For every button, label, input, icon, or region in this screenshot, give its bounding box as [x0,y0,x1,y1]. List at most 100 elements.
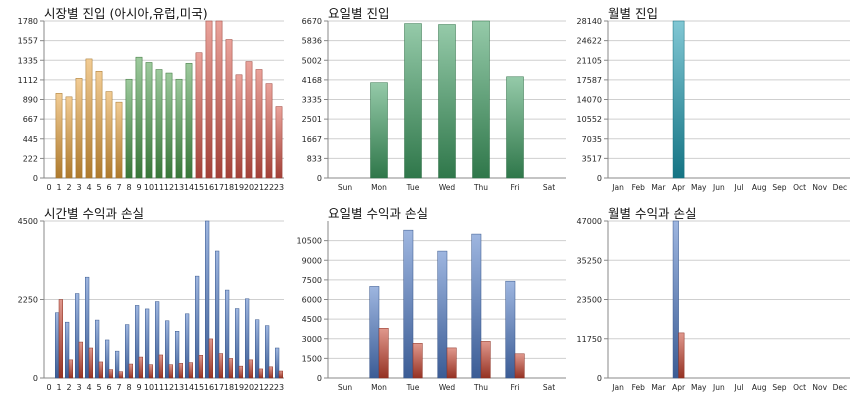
chart-plot: 0 11750 23500 35250 47000 Jan Feb Mar Apr May Jun J… [577,217,850,392]
bar [118,371,123,379]
chart-plot: 0 3517 7035 10552 14070 17587 21105 24622 28140 J… [577,17,850,192]
y-tick-label: 667 [23,115,38,124]
y-tick-label: 24622 [577,37,602,46]
x-tick-label: 17 [214,383,224,392]
bar [185,63,193,179]
bar [55,93,63,179]
x-tick-label: 21 [254,183,264,192]
x-tick-label: 12 [164,183,174,192]
x-tick-label: 22 [264,183,274,192]
x-tick-label: 7 [116,383,121,392]
y-tick-label: 0 [597,174,602,183]
x-tick-label: 12 [164,383,174,392]
chart-monthly-pnl: 월별 수익과 손실 0 11750 23500 35250 47000 Jan Feb Mar… [572,203,856,395]
bar [403,229,414,379]
bar [148,364,153,379]
bar [65,321,70,379]
y-tick-label: 6670 [302,17,322,26]
bar [135,56,143,179]
bar [208,338,213,379]
x-tick-label: 20 [244,183,254,192]
x-tick-label: 1 [56,183,61,192]
chart-title: 요일별 수익과 손실 [328,206,428,221]
x-tick-label: 16 [204,383,214,392]
x-tick-label: Jun [712,183,725,192]
bar [105,339,110,379]
x-tick-label: May [691,383,707,392]
x-tick-label: Sat [543,383,555,392]
bar [514,353,525,379]
x-tick-label: Dec [833,183,848,192]
x-tick-label: 9 [136,183,141,192]
bar [506,76,524,179]
y-tick-label: 23500 [577,296,602,305]
x-tick-label: 13 [174,183,184,192]
bar [195,52,203,179]
bar [125,78,133,179]
y-tick-label: 1112 [18,76,38,85]
x-tick-label: 22 [264,383,274,392]
x-tick-label: 5 [96,183,101,192]
bar [195,275,200,379]
bar [138,356,143,379]
chart-weekday-entry: 요일별 진입 0 833 1667 2501 3335 4168 5002 5836 6670 S… [292,3,570,193]
bar [145,308,150,379]
bar [228,358,233,379]
bar [98,361,103,379]
x-tick-label: 19 [234,183,244,192]
bar [412,343,423,379]
x-tick-label: 6 [106,383,111,392]
bar [438,24,456,179]
bar [85,58,93,179]
bar [678,332,685,379]
x-tick-label: 17 [214,183,224,192]
x-tick-label: Mar [651,383,666,392]
x-tick-label: Apr [672,183,686,192]
bar [75,293,80,379]
x-tick-label: 1 [56,383,61,392]
x-tick-label: Jul [734,183,744,192]
y-tick-label: 4168 [302,76,322,85]
y-tick-label: 0 [597,374,602,383]
chart-plot: 0 833 1667 2501 3335 4168 5002 5836 6670 Sun Mon Tu… [302,17,566,192]
x-tick-label: Fri [511,383,520,392]
x-tick-label: Wed [439,183,456,192]
x-tick-label: 3 [76,183,81,192]
x-tick-label: May [691,183,707,192]
y-tick-label: 5002 [302,56,322,65]
bar [370,82,388,179]
y-tick-label: 7035 [582,135,602,144]
bar [672,220,679,379]
y-tick-label: 35250 [577,256,602,265]
x-tick-label: 14 [184,183,194,192]
bar [471,233,482,379]
y-tick-label: 3335 [302,96,322,105]
x-tick-label: Jun [712,383,725,392]
bar [115,350,120,379]
x-tick-label: Aug [752,183,767,192]
x-tick-label: 18 [224,183,234,192]
x-tick-label: 0 [46,383,51,392]
x-tick-label: Sep [772,183,786,192]
x-tick-label: Jan [611,383,624,392]
x-tick-label: Jan [611,183,624,192]
x-tick-label: Apr [672,383,686,392]
chart-title: 월별 진입 [608,6,658,21]
bar [255,319,260,379]
x-tick-label: Dec [833,383,848,392]
bar [225,289,230,379]
y-tick-label: 4500 [18,217,38,226]
bar [68,359,73,379]
y-tick-label: 1335 [18,56,38,65]
y-tick-label: 222 [23,154,38,163]
bar [255,69,263,179]
x-tick-label: Sun [338,183,353,192]
bar [155,301,160,379]
bar [158,354,163,379]
bar [218,353,223,379]
bar [225,39,233,179]
x-tick-label: 10 [144,183,154,192]
x-tick-label: 4 [86,383,91,392]
bar [505,280,516,379]
bar [275,106,283,179]
